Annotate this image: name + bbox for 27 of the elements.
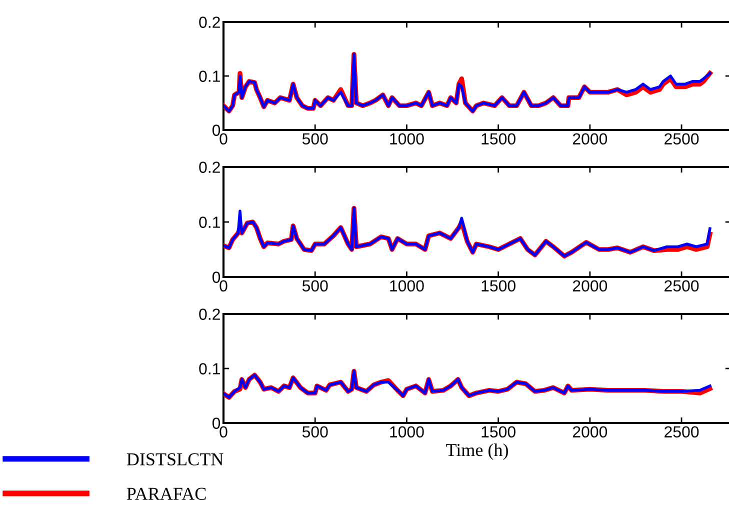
x-tick-label: 1500: [482, 280, 516, 292]
y-tick-label: 0.1: [199, 216, 220, 228]
y-tick-label: 0.1: [199, 363, 220, 374]
legend-label: DISTSLCTN: [126, 453, 224, 466]
x-tick-label: 500: [302, 280, 328, 292]
legend-label: PARAFAC: [126, 488, 206, 500]
x-tick-label: 1500: [482, 426, 516, 438]
x-tick-label: 1000: [390, 280, 424, 292]
x-tick-label: 2000: [572, 133, 608, 145]
x-tick-label: 500: [302, 426, 328, 438]
x-tick-label: 1500: [482, 133, 516, 145]
y-tick-label: 0.2: [199, 16, 220, 28]
x-tick-label: 2500: [664, 280, 699, 292]
x-tick-label: 2500: [664, 426, 699, 438]
x-tick-label: 1000: [390, 133, 424, 145]
y-tick-label: 0.1: [199, 70, 220, 82]
y-tick-label: 0: [212, 418, 220, 429]
y-tick-label: 0.2: [199, 308, 220, 320]
x-tick-label: 2000: [572, 426, 608, 438]
y-tick-label: 0: [212, 124, 220, 136]
x-tick-label: 500: [302, 133, 328, 145]
y-tick-label: 0.2: [199, 162, 220, 173]
x-tick-label: 2500: [664, 133, 699, 145]
x-axis-title: Time (h): [446, 443, 508, 460]
x-tick-label: 2000: [572, 280, 608, 292]
x-tick-label: 1000: [390, 426, 424, 438]
y-tick-label: 0: [212, 272, 220, 283]
